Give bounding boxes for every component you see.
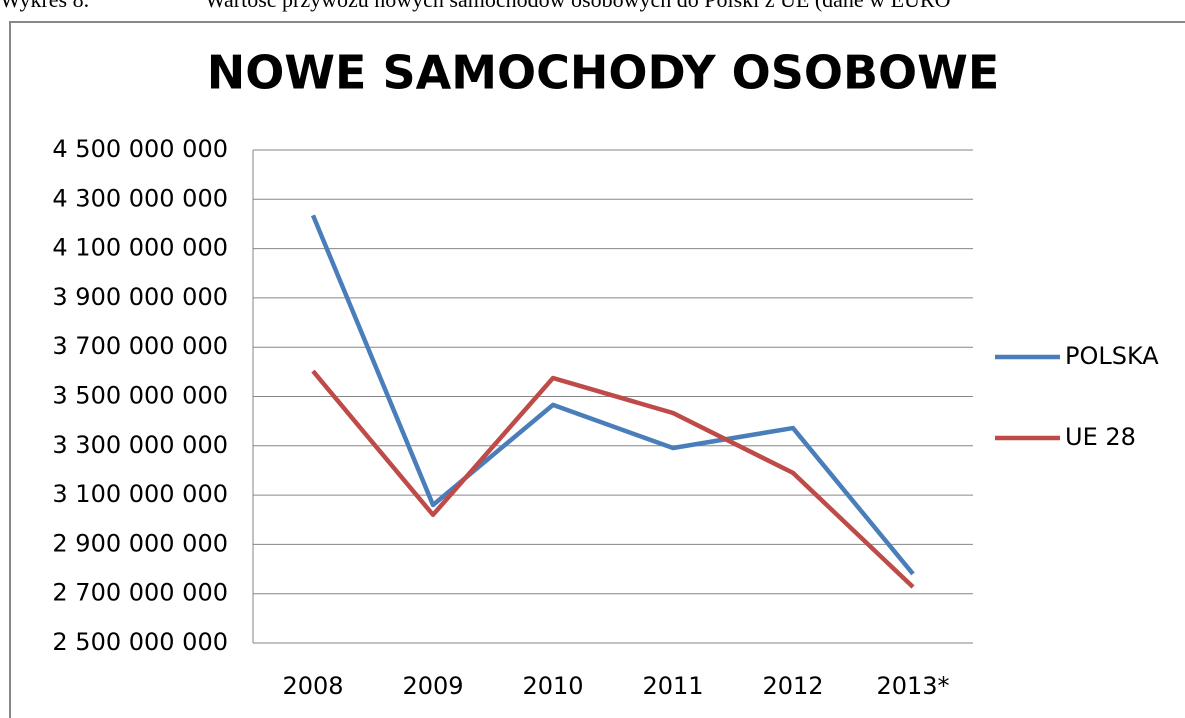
chart-title: NOWE SAMOCHODY OSOBOWE (207, 46, 1000, 100)
y-tick-label: 3 900 000 000 (52, 283, 228, 311)
y-tick-label: 4 100 000 000 (52, 234, 228, 262)
y-tick-label: 3 300 000 000 (52, 431, 228, 459)
caption: Wartość przywozu nowych samochodów osobo… (205, 0, 950, 12)
x-tick-label: 2010 (522, 672, 583, 700)
y-tick-label: 4 300 000 000 (52, 184, 228, 212)
y-tick-label: 4 500 000 000 (52, 135, 228, 163)
y-tick-label: 3 700 000 000 (52, 332, 228, 360)
x-tick-label: 2011 (642, 672, 703, 700)
series-line (310, 214, 915, 576)
y-tick-label: 3 100 000 000 (52, 480, 228, 508)
legend-label: POLSKA (1065, 342, 1159, 370)
caption-number: Wykres 8. (0, 0, 89, 12)
x-tick-label: 2009 (402, 672, 463, 700)
series-line (311, 369, 915, 589)
chart-frame (9, 21, 1185, 718)
y-tick-label: 2 500 000 000 (52, 628, 228, 656)
y-tick-label: 2 900 000 000 (52, 529, 228, 557)
x-tick-label: 2008 (282, 672, 343, 700)
x-tick-label: 2012 (762, 672, 823, 700)
y-tick-label: 2 700 000 000 (52, 579, 228, 607)
y-tick-label: 3 500 000 000 (52, 382, 228, 410)
x-tick-label: 2013* (876, 672, 949, 700)
legend-label: UE 28 (1065, 423, 1136, 451)
